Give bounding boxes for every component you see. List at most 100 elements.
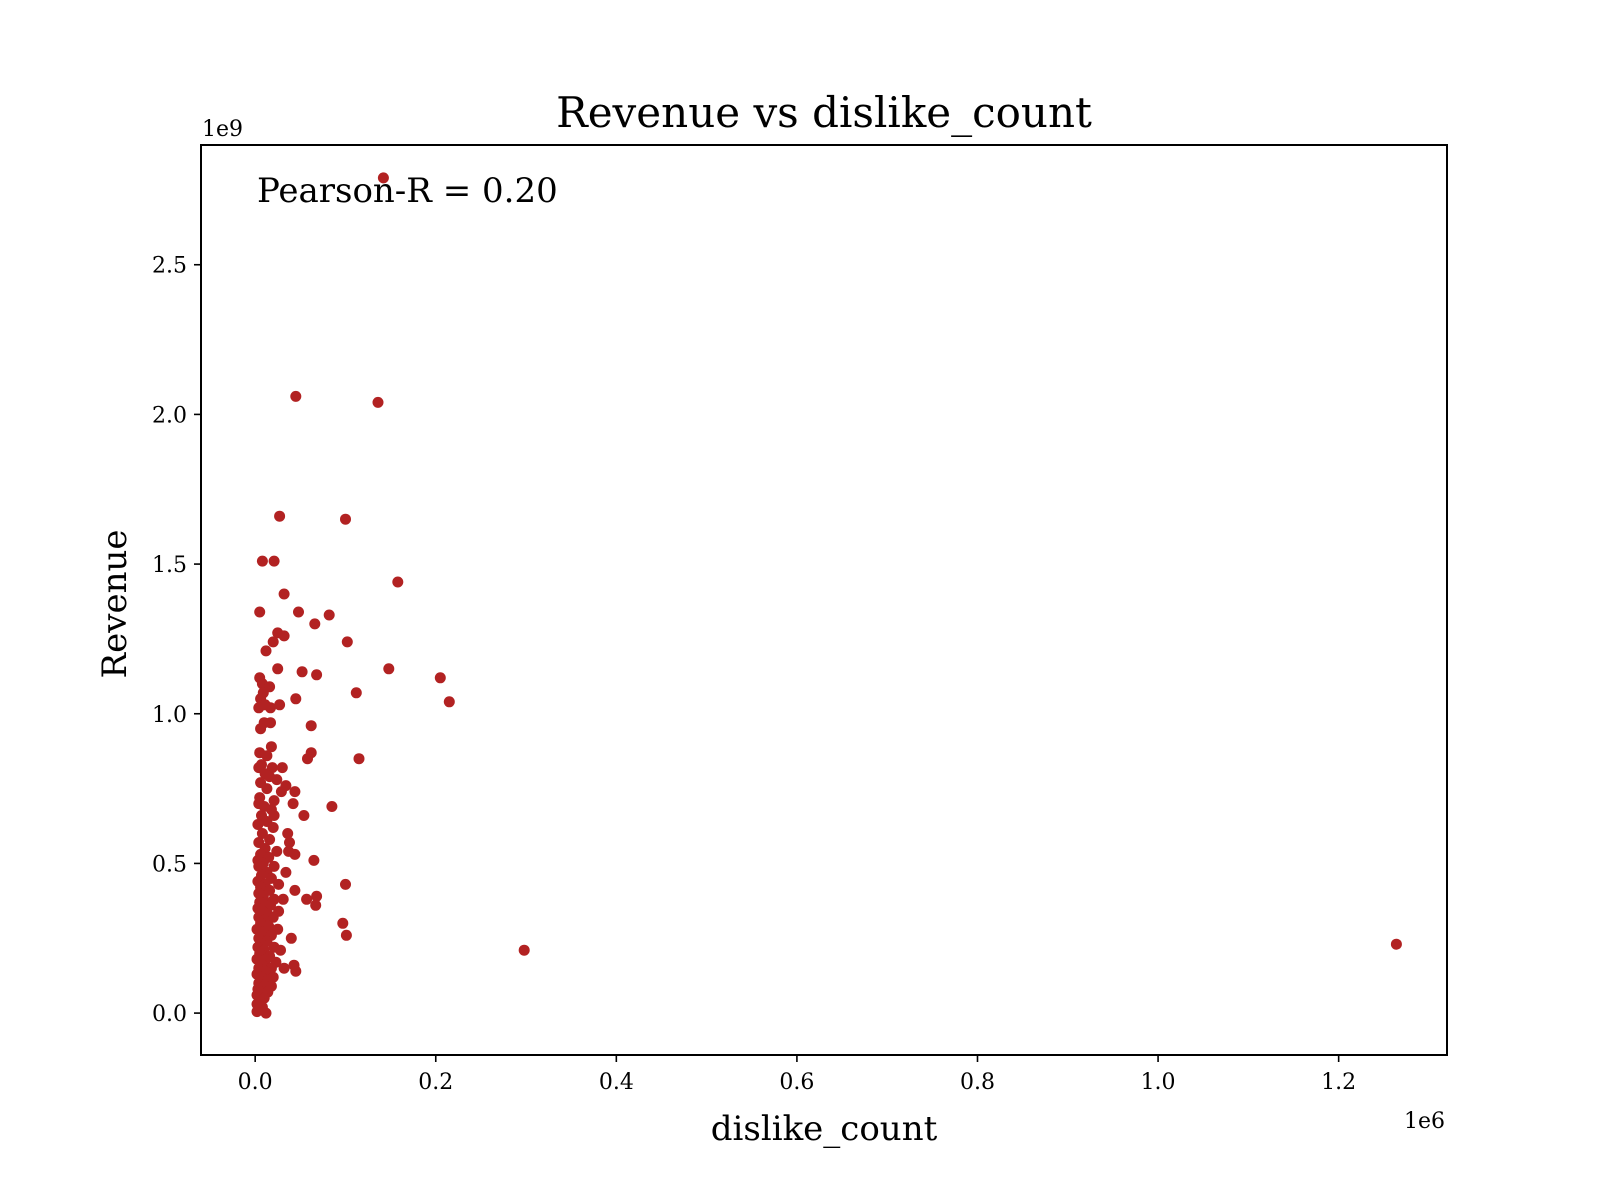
data-point: [268, 860, 280, 872]
x-tick-label: 1.0: [1141, 1070, 1176, 1095]
data-point: [341, 636, 353, 648]
data-point: [350, 687, 362, 699]
data-point: [256, 828, 268, 839]
data-point: [252, 819, 264, 830]
plot-frame: [200, 144, 1448, 1056]
x-tick-label: 0.4: [599, 1070, 634, 1095]
data-point: [272, 663, 284, 675]
x-tick-label: 1.2: [1321, 1070, 1356, 1095]
data-point: [383, 663, 395, 675]
data-point: [280, 866, 292, 878]
chart-title: Revenue vs dislike_count: [556, 88, 1092, 137]
data-point: [289, 884, 301, 896]
data-point: [267, 636, 279, 648]
data-point: [265, 899, 276, 911]
data-point: [277, 893, 289, 905]
data-point: [326, 801, 338, 812]
data-point: [372, 396, 384, 408]
data-point: [289, 848, 301, 860]
x-tick-label: 0.8: [960, 1070, 995, 1095]
data-point: [287, 798, 299, 810]
data-point: [309, 618, 321, 630]
data-point: [254, 606, 266, 618]
data-point: [275, 786, 287, 798]
data-point: [443, 696, 455, 708]
data-point: [311, 890, 323, 902]
y-tick-label: 0.5: [152, 852, 187, 877]
data-point: [377, 172, 389, 184]
x-axis-label: dislike_count: [711, 1109, 938, 1149]
data-point: [278, 630, 290, 642]
data-point: [340, 513, 351, 525]
data-point: [267, 822, 279, 833]
y-tick-label: 2.5: [152, 254, 187, 279]
data-point: [289, 786, 301, 798]
data-point: [271, 845, 283, 857]
data-point: [264, 834, 276, 845]
data-point: [392, 576, 404, 588]
data-point: [278, 962, 290, 974]
data-point: [265, 717, 276, 729]
data-point: [298, 810, 310, 821]
data-point: [518, 944, 530, 956]
data-point: [261, 750, 273, 762]
data-point: [278, 588, 290, 600]
x-tick-label: 0.6: [779, 1070, 814, 1095]
data-point: [271, 774, 283, 786]
data-point: [1390, 938, 1402, 950]
data-point: [267, 911, 279, 923]
data-point: [296, 666, 308, 678]
data-point: [274, 510, 286, 522]
data-point: [301, 893, 313, 905]
data-point: [323, 609, 335, 621]
data-point: [265, 741, 277, 753]
data-point: [434, 672, 446, 684]
x-tick-label: 0.0: [238, 1070, 273, 1095]
data-point: [251, 1006, 263, 1018]
data-point: [268, 810, 280, 821]
y-axis-multiplier: 1e9: [202, 117, 243, 142]
data-point: [290, 693, 302, 705]
data-point: [311, 669, 323, 681]
data-point: [268, 555, 280, 567]
data-point: [290, 390, 302, 402]
data-point: [273, 878, 285, 890]
data-point: [253, 702, 265, 714]
data-point: [290, 965, 302, 977]
data-point: [265, 702, 276, 714]
data-point: [260, 645, 272, 657]
data-point: [305, 720, 317, 732]
data-point: [268, 795, 280, 807]
data-point: [266, 762, 278, 774]
data-point: [308, 854, 320, 866]
data-point: [282, 828, 294, 839]
data-point: [293, 606, 304, 618]
data-point: [255, 723, 267, 735]
data-point: [310, 899, 322, 911]
data-point: [256, 555, 268, 567]
data-point: [274, 699, 286, 711]
data-point: [340, 929, 352, 941]
data-point: [340, 878, 351, 890]
y-tick-label: 0.0: [152, 1002, 187, 1027]
data-point: [260, 1007, 272, 1019]
data-point: [261, 783, 273, 795]
data-point: [353, 753, 365, 765]
y-axis-label: Revenue: [95, 530, 135, 679]
data-point: [337, 917, 349, 929]
data-points: [251, 172, 1402, 1019]
y-tick-label: 2.0: [152, 403, 187, 428]
x-tick-label: 0.2: [418, 1070, 453, 1095]
data-point: [302, 753, 313, 765]
pearson-annotation: Pearson-R = 0.20: [257, 171, 558, 211]
y-tick-label: 1.5: [152, 553, 187, 578]
x-axis-multiplier: 1e6: [1404, 1109, 1445, 1134]
x-axis-ticks: 0.0 0.2 0.4 0.6 0.8 1.0 1.2: [238, 1055, 1356, 1095]
data-point: [285, 932, 297, 944]
data-point: [253, 860, 265, 872]
y-axis-ticks: 0.0 0.5 1.0 1.5 2.0 2.5: [152, 254, 201, 1027]
data-point: [284, 837, 295, 848]
y-tick-label: 1.0: [152, 703, 187, 728]
